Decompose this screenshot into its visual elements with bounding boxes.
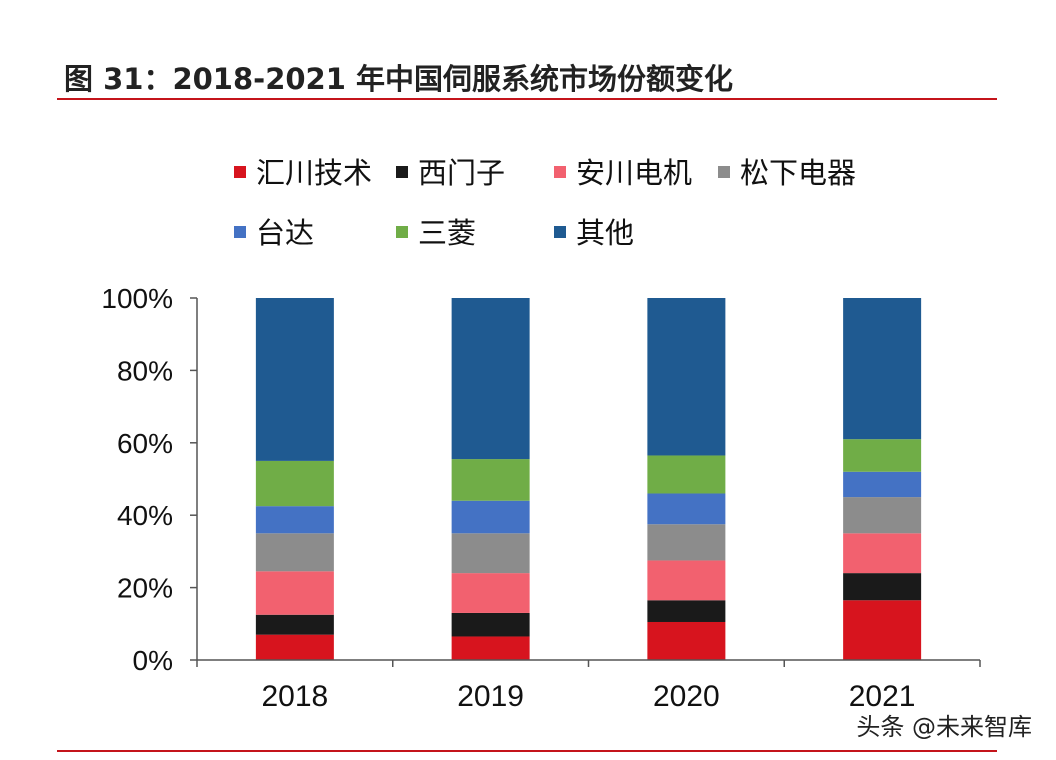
legend-label: 台达 [256, 216, 314, 250]
y-tick-label: 60% [117, 428, 173, 459]
bar-segment [843, 573, 922, 601]
legend-item: 三菱 [396, 216, 476, 250]
y-tick-label: 80% [117, 355, 173, 386]
legend-label: 汇川技术 [256, 156, 372, 190]
bar-segment [647, 560, 726, 601]
legend-swatch [396, 166, 408, 178]
bar-segment [843, 533, 922, 574]
plot-area [255, 298, 922, 660]
bar-segment [255, 634, 334, 660]
legend-swatch [396, 226, 408, 238]
legend-item: 西门子 [396, 156, 505, 190]
legend-label: 松下电器 [740, 156, 856, 190]
bar-segment [843, 439, 922, 472]
bar-segment [843, 600, 922, 660]
y-tick-label: 40% [117, 500, 173, 531]
bar-segment [451, 459, 530, 501]
watermark-text: 头条 @未来智库 [856, 713, 1032, 741]
x-tick-label: 2019 [457, 680, 524, 713]
bar-segment [451, 573, 530, 613]
legend-label: 三菱 [418, 216, 476, 250]
legend-item: 其他 [554, 216, 634, 250]
legend-label: 西门子 [418, 156, 505, 190]
bar-segment [647, 298, 726, 456]
x-tick-label: 2021 [849, 680, 916, 713]
bar-segment [843, 497, 922, 534]
legend-label: 其他 [576, 216, 634, 250]
legend-item: 安川电机 [554, 156, 692, 190]
bottom-divider [57, 750, 997, 752]
bar-segment [647, 455, 726, 494]
legend-item: 松下电器 [718, 156, 856, 190]
y-tick-label: 0% [133, 645, 173, 676]
legend-swatch [554, 226, 566, 238]
legend-label: 安川电机 [576, 156, 692, 190]
title-divider [57, 98, 997, 100]
bar-segment [451, 533, 530, 574]
bar-segment [451, 500, 530, 534]
legend-item: 汇川技术 [234, 156, 372, 190]
legend-swatch [234, 166, 246, 178]
chart-title: 图 31：2018-2021 年中国伺服系统市场份额变化 [64, 62, 734, 96]
legend-swatch [554, 166, 566, 178]
bar-segment [843, 298, 922, 440]
bar-segment [843, 471, 922, 498]
bar-segment [255, 460, 334, 507]
y-tick-label: 100% [101, 283, 173, 314]
bar-segment [647, 621, 726, 660]
legend-swatch [234, 226, 246, 238]
bar-segment [647, 493, 726, 525]
bar-segment [255, 533, 334, 572]
bar-segment [647, 524, 726, 561]
legend-item: 台达 [234, 216, 314, 250]
axes: 0% 20% 40% 60% 80% 100% 2018 2019 2020 2021 [101, 283, 981, 713]
x-tick-label: 2018 [262, 680, 329, 713]
bar-segment [451, 636, 530, 660]
bar-segment [647, 600, 726, 622]
bar-segment [451, 612, 530, 637]
bar-segment [255, 571, 334, 615]
bar-segment [255, 298, 334, 461]
x-tick-label: 2020 [653, 680, 720, 713]
bar-segment [255, 614, 334, 635]
y-tick-label: 20% [117, 573, 173, 604]
bar-segment [255, 506, 334, 534]
legend-swatch [718, 166, 730, 178]
bar-segment [451, 298, 530, 460]
